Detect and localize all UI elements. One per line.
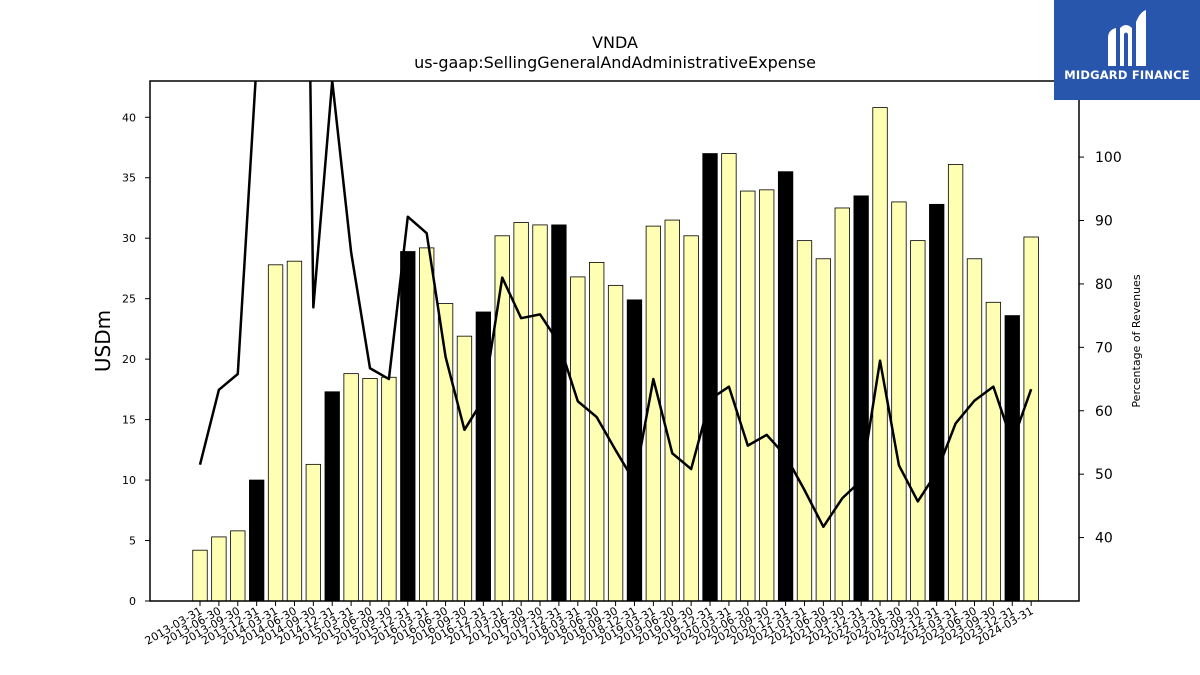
bar-2020-06-30 — [740, 190, 756, 602]
y-tick-label: 35 — [122, 172, 136, 185]
bar-2013-09-30 — [230, 530, 246, 602]
y2-axis-label: Percentage of Revenues — [1130, 274, 1143, 407]
bar-2014-09-30 — [305, 463, 321, 602]
bar-2016-12-31 — [475, 311, 492, 602]
bar-2022-06-30 — [891, 201, 907, 602]
bar-2022-03-31 — [872, 107, 888, 602]
line-layer — [198, 81, 1033, 529]
bar-2016-06-30 — [437, 303, 454, 602]
bar-2022-12-31 — [929, 203, 945, 602]
bar-2018-03-31 — [570, 276, 586, 602]
bar-2015-12-31 — [400, 251, 416, 602]
bar-2021-09-30 — [834, 207, 850, 602]
bar-2018-06-30 — [589, 261, 605, 602]
bar-2021-12-31 — [853, 195, 869, 602]
percentage-line — [198, 81, 1033, 529]
y-axis-left: 0 5 10 15 20 25 30 35 40 — [122, 111, 150, 608]
y-axis-label: USDm — [91, 310, 115, 372]
bar-2019-06-30 — [664, 219, 680, 602]
bar-2021-03-31 — [796, 240, 813, 602]
y-tick-label: 15 — [122, 414, 136, 427]
bar-2013-06-30 — [211, 536, 227, 602]
x-axis: 2013-03-312013-06-302013-09-302013-12-31… — [143, 601, 1036, 648]
bar-2021-06-30 — [815, 258, 832, 602]
y-tick-label: 0 — [129, 595, 136, 608]
y-tick-label: 30 — [122, 232, 136, 245]
y2-tick-label: 40 — [1095, 531, 1113, 547]
y2-tick-label: 90 — [1095, 214, 1113, 230]
bar-2023-12-31 — [1004, 315, 1020, 602]
bar-2020-09-30 — [759, 189, 775, 602]
bar-2014-12-31 — [324, 391, 340, 602]
bar-2023-06-30 — [966, 258, 983, 602]
bar-2015-03-31 — [343, 373, 359, 602]
y2-tick-label: 70 — [1095, 340, 1113, 356]
y2-tick-label: 100 — [1095, 150, 1122, 166]
bar-2015-06-30 — [362, 378, 378, 602]
bar-2019-09-30 — [683, 235, 699, 602]
bar-2017-09-30 — [532, 224, 548, 602]
bar-2013-12-31 — [249, 479, 265, 602]
logo-text: MIDGARD FINANCE — [1064, 68, 1190, 82]
bar-2016-09-30 — [456, 335, 473, 602]
bar-2013-03-31 — [192, 549, 208, 602]
y-tick-label: 25 — [122, 293, 136, 306]
bar-2022-09-30 — [910, 240, 926, 602]
chart-subtitle: us-gaap:SellingGeneralAndAdministrativeE… — [414, 53, 816, 72]
bar-2017-12-31 — [551, 224, 567, 602]
bar-2019-12-31 — [702, 153, 718, 602]
bar-2016-03-31 — [419, 247, 435, 602]
bar-2024-03-31 — [1023, 236, 1039, 602]
logo-mark-icon — [1108, 10, 1146, 66]
bar-2014-03-31 — [267, 264, 284, 602]
bar-2023-09-30 — [985, 301, 1002, 602]
chart-title: VNDA — [592, 33, 638, 52]
y-axis-right: 40 50 60 70 80 90 100 — [1079, 150, 1122, 547]
bar-2020-12-31 — [777, 171, 794, 602]
y-tick-label: 5 — [129, 535, 136, 548]
y-tick-label: 10 — [122, 474, 136, 487]
y-tick-label: 20 — [122, 353, 136, 366]
brand-logo: MIDGARD FINANCE — [1054, 0, 1200, 100]
bar-2014-06-30 — [286, 260, 303, 602]
bar-2020-03-31 — [721, 153, 737, 602]
plot-frame — [149, 80, 1080, 602]
y2-tick-label: 50 — [1095, 467, 1113, 483]
y2-tick-label: 80 — [1095, 277, 1113, 293]
bar-2017-06-30 — [513, 222, 529, 602]
bar-2015-09-30 — [381, 376, 397, 602]
y-tick-label: 40 — [122, 111, 136, 124]
bars-layer — [192, 107, 1039, 602]
bar-2023-03-31 — [947, 164, 964, 602]
y2-tick-label: 60 — [1095, 404, 1113, 420]
